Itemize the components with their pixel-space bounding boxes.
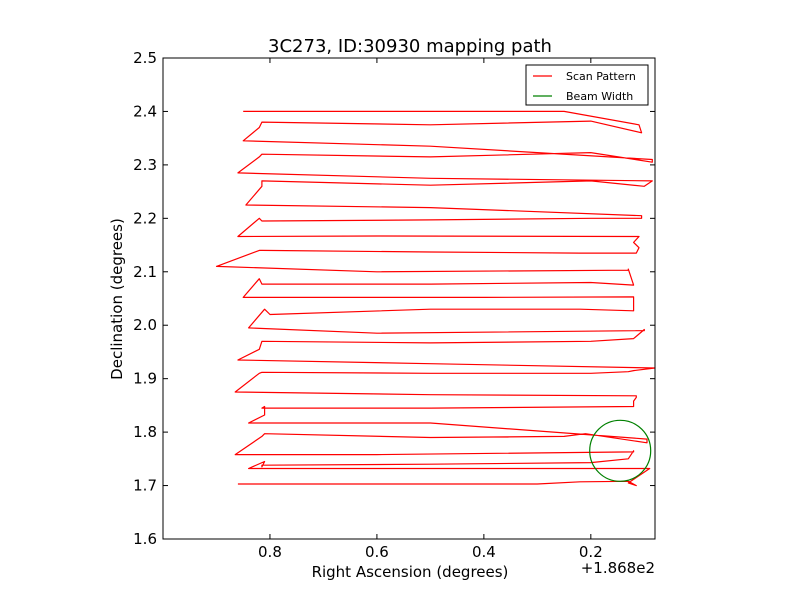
legend-box [525, 64, 649, 106]
x-tick-label: 0.4 [472, 543, 496, 561]
y-tick-label: 2.5 [133, 49, 157, 67]
beam-width-circle [589, 419, 652, 482]
y-tick-label: 1.8 [133, 423, 157, 441]
chart-title: 3C273, ID:30930 mapping path [268, 36, 552, 57]
y-tick-label: 2.0 [133, 316, 157, 334]
axis-ticks: 0.8 0.6 0.4 0.2 1.6 1.7 1.8 1.9 2.0 2.1 2.2 2.3 2.4 2… [133, 49, 655, 561]
y-tick-label: 1.6 [133, 530, 157, 548]
legend: Scan Pattern Beam Width [525, 64, 649, 106]
y-tick-label: 1.9 [133, 370, 157, 388]
plot-area [215, 110, 656, 487]
y-tick-label: 2.3 [133, 156, 157, 174]
y-tick-label: 2.2 [133, 209, 157, 227]
x-tick-label: 0.6 [365, 543, 389, 561]
scan-pattern-line [215, 110, 656, 487]
legend-label-beam-width: Beam Width [566, 90, 633, 103]
y-tick-label: 2.4 [133, 102, 157, 120]
legend-label-scan-pattern: Scan Pattern [566, 70, 636, 83]
y-tick-label: 1.7 [133, 477, 157, 495]
x-tick-label: 0.8 [258, 543, 282, 561]
y-tick-label: 2.1 [133, 263, 157, 281]
x-axis-label: Right Ascension (degrees) [312, 563, 509, 581]
x-tick-label: 0.2 [579, 543, 603, 561]
x-axis-offset-label: +1.868e2 [581, 559, 655, 577]
axes-frame [162, 57, 656, 540]
y-axis-label: Declination (degrees) [108, 218, 126, 380]
